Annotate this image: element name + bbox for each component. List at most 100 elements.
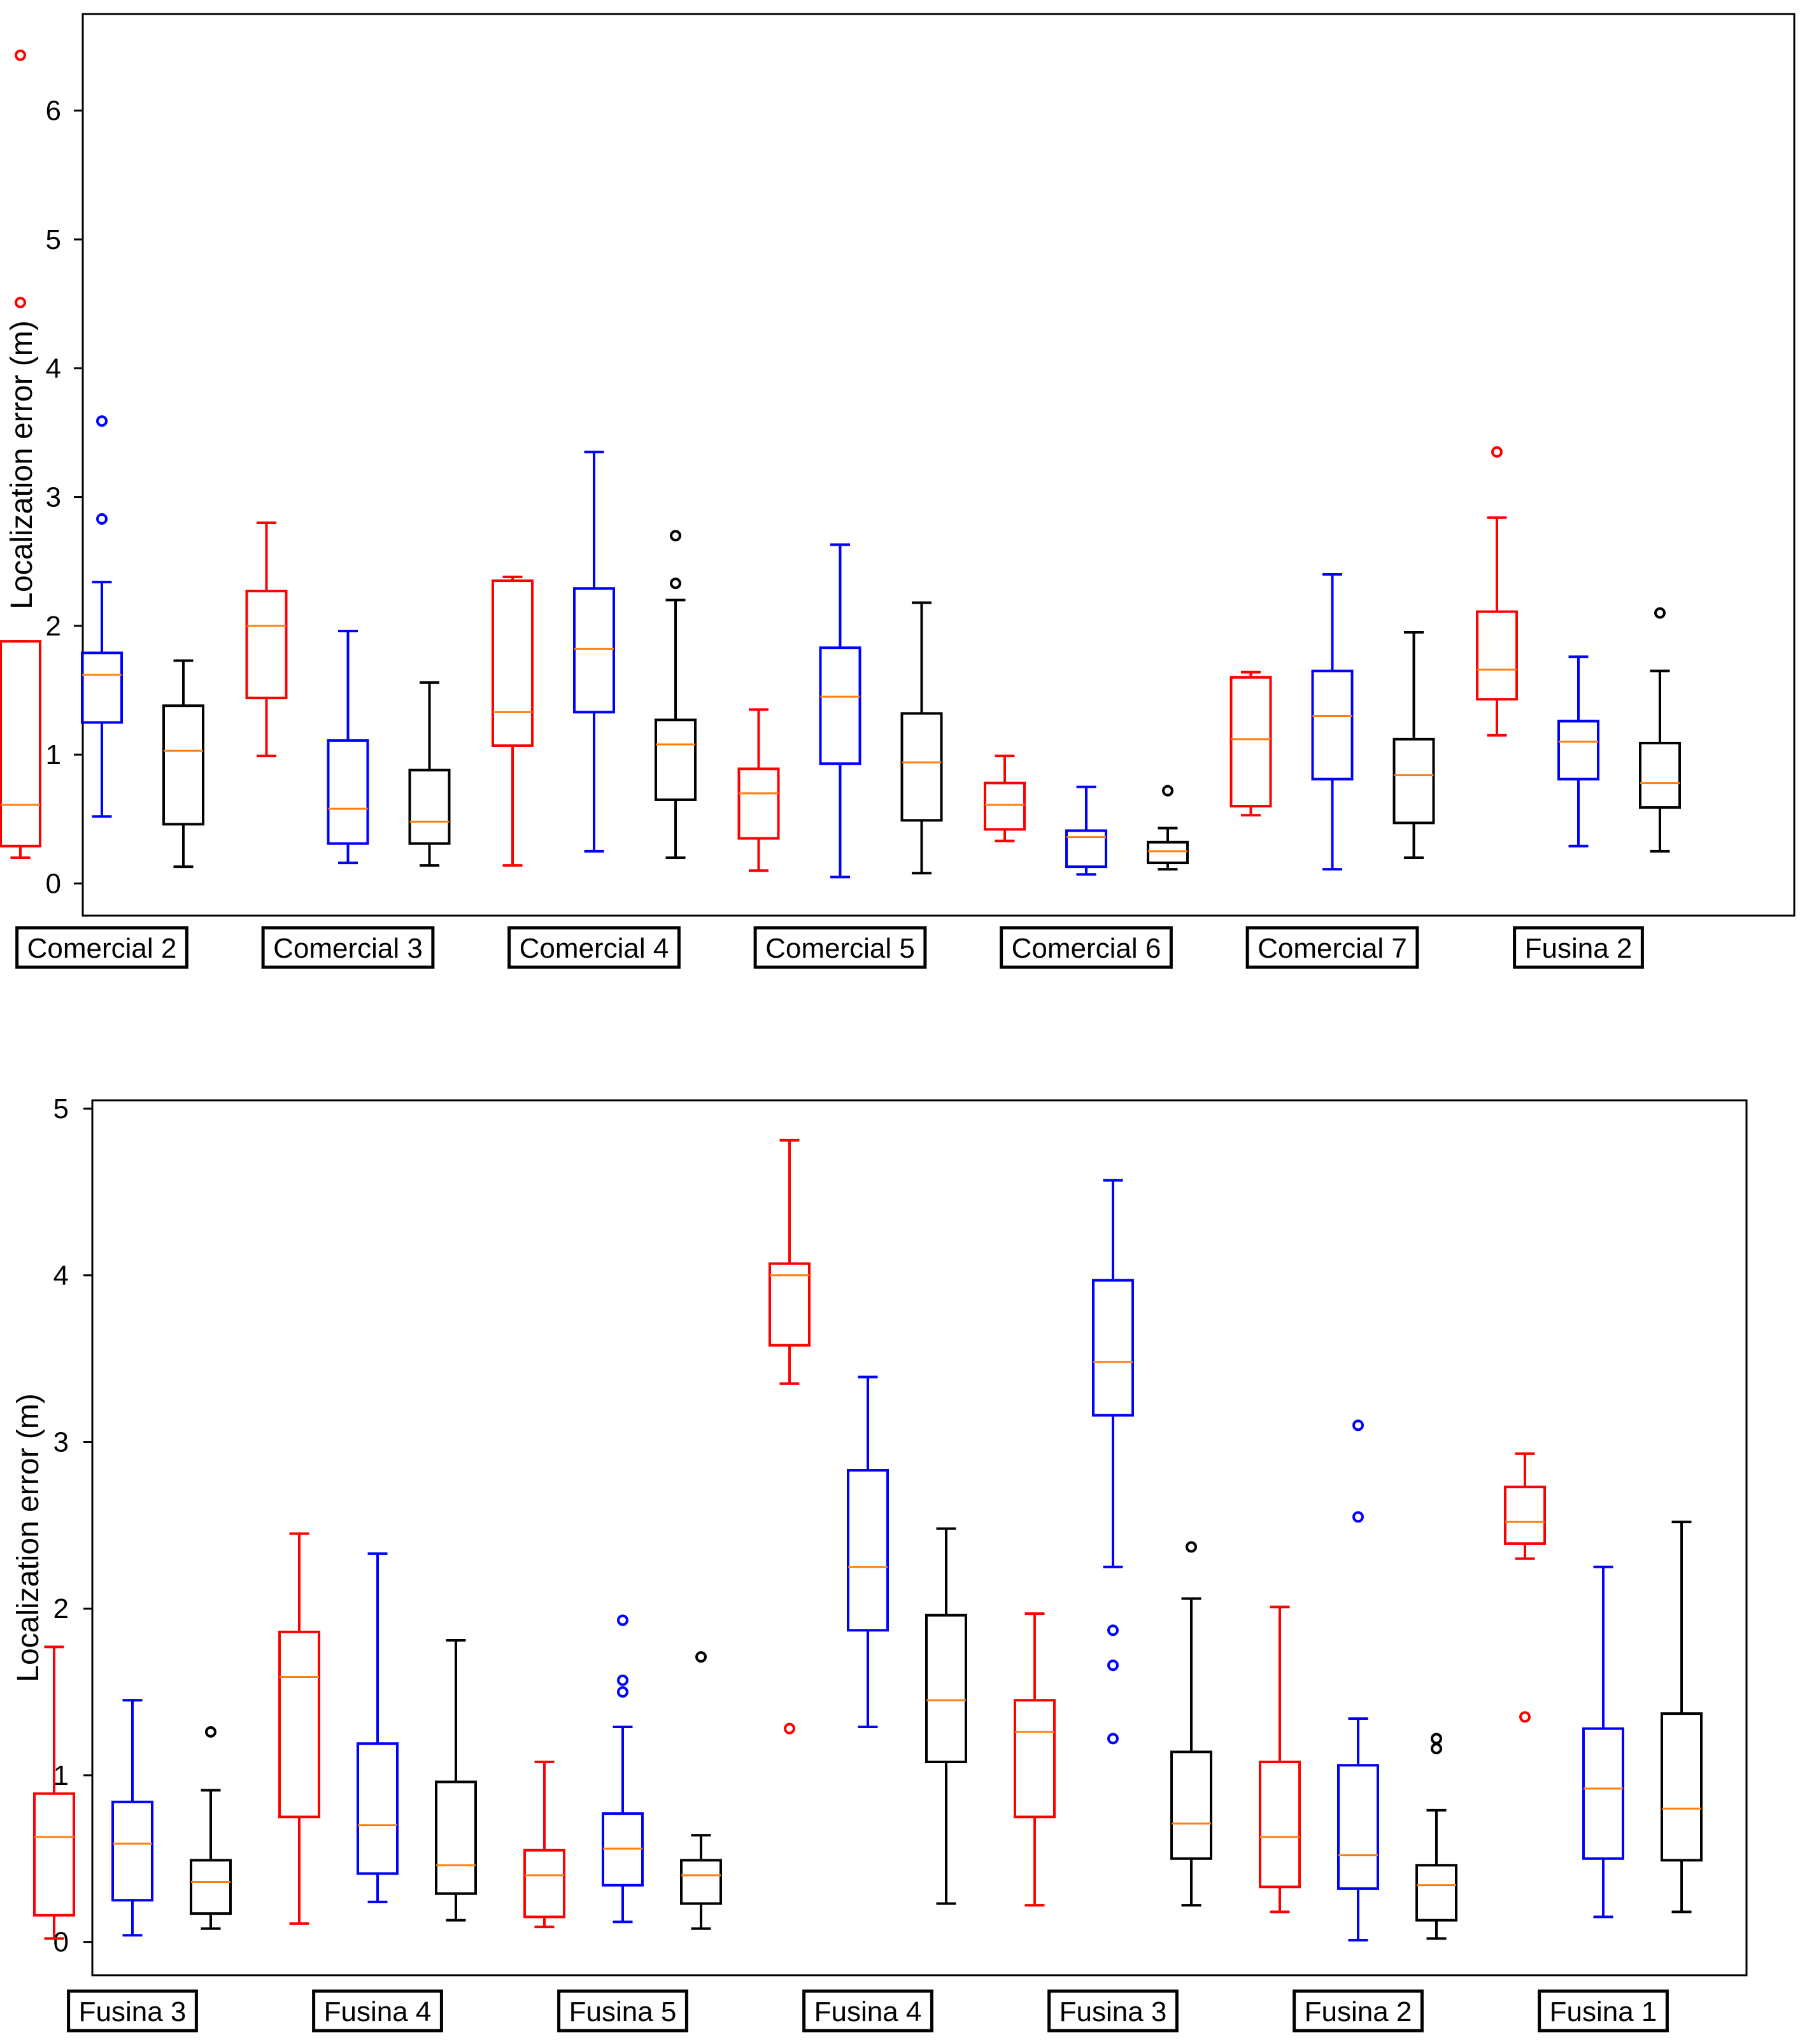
outlier-point bbox=[1352, 1511, 1364, 1523]
iqr-box bbox=[1392, 737, 1435, 825]
y-tick-label: 1 bbox=[46, 739, 61, 770]
iqr-box bbox=[1639, 741, 1681, 809]
outlier-point bbox=[1107, 1659, 1119, 1671]
iqr-box bbox=[523, 1849, 565, 1919]
group-label-text: Fusina 4 bbox=[324, 1996, 432, 2027]
iqr-box bbox=[1415, 1864, 1457, 1922]
outlier-point bbox=[617, 1614, 628, 1626]
y-tick-label: 5 bbox=[53, 1093, 69, 1125]
box-group bbox=[1259, 1419, 1457, 1942]
group-label-frame bbox=[753, 926, 927, 969]
outlier-point bbox=[1519, 1711, 1531, 1723]
group-label: Comercial 5 bbox=[753, 926, 927, 969]
iqr-box bbox=[1504, 1486, 1546, 1545]
group-label: Fusina 4 bbox=[312, 1989, 443, 2033]
iqr-box bbox=[900, 712, 943, 822]
y-tick-label: 0 bbox=[53, 1927, 69, 1958]
y-axis-label: Localization error (m) bbox=[5, 320, 39, 609]
iqr-box bbox=[769, 1262, 811, 1347]
box-group bbox=[769, 1139, 967, 1905]
iqr-box bbox=[81, 651, 123, 724]
y-tick-label: 4 bbox=[53, 1260, 69, 1291]
iqr-box bbox=[1337, 1764, 1379, 1890]
iqr-box bbox=[847, 1469, 889, 1632]
bottom-boxplot-panel: 0 1 2 3 4 5 Localization error (m) Fusina 3 Fusi… bbox=[11, 1093, 1748, 2033]
outlier-point bbox=[670, 530, 681, 542]
outlier-point bbox=[1162, 784, 1173, 797]
group-label: Fusina 3 bbox=[1047, 1989, 1179, 2033]
group-label-text: Fusina 4 bbox=[814, 1996, 922, 2027]
outlier-point bbox=[1431, 1733, 1442, 1745]
iqr-box bbox=[408, 769, 451, 845]
group-label-frame bbox=[1000, 926, 1173, 969]
group-label-frame bbox=[1047, 1989, 1179, 2033]
box-group bbox=[1229, 572, 1435, 871]
outlier-point bbox=[695, 1651, 707, 1663]
group-label: Fusina 2 bbox=[1293, 1989, 1424, 2033]
outlier-point bbox=[1352, 1419, 1364, 1431]
iqr-box bbox=[1476, 610, 1518, 701]
iqr-box bbox=[0, 640, 41, 848]
group-label-text: Comercial 2 bbox=[27, 933, 177, 964]
group-label-text: Comercial 3 bbox=[273, 933, 423, 964]
group-label: Comercial 6 bbox=[1000, 926, 1173, 969]
box-group bbox=[1014, 1179, 1212, 1907]
group-label: Comercial 7 bbox=[1245, 926, 1419, 969]
outlier-point bbox=[205, 1726, 216, 1738]
iqr-box bbox=[1092, 1279, 1134, 1417]
group-label-frame bbox=[261, 926, 435, 969]
group-label: Fusina 5 bbox=[557, 1989, 688, 2033]
iqr-box bbox=[1147, 841, 1189, 865]
group-label-frame bbox=[67, 1989, 198, 2033]
box-group bbox=[1476, 446, 1681, 853]
group-label: Fusina 3 bbox=[67, 1989, 198, 2033]
iqr-box bbox=[162, 704, 204, 826]
group-label-frame bbox=[802, 1989, 933, 2033]
iqr-box bbox=[819, 646, 861, 765]
group-label-text: Fusina 3 bbox=[79, 1996, 187, 2027]
iqr-box bbox=[984, 781, 1026, 831]
group-label-frame bbox=[1293, 1989, 1424, 2033]
box-group bbox=[245, 522, 451, 867]
iqr-box bbox=[1014, 1699, 1056, 1819]
outlier-point bbox=[1654, 607, 1666, 619]
y-tick-label: 4 bbox=[46, 353, 61, 384]
iqr-box bbox=[1311, 669, 1354, 781]
iqr-box bbox=[111, 1800, 153, 1902]
iqr-box bbox=[357, 1742, 399, 1875]
iqr-box bbox=[492, 579, 534, 747]
box-group bbox=[523, 1614, 722, 1930]
group-label-text: Fusina 2 bbox=[1305, 1996, 1412, 2027]
y-tick-label: 1 bbox=[53, 1760, 69, 1791]
group-label-text: Comercial 6 bbox=[1012, 933, 1161, 964]
iqr-box bbox=[1582, 1727, 1624, 1860]
group-label-frame bbox=[557, 1989, 688, 2033]
iqr-box bbox=[1259, 1761, 1301, 1889]
iqr-box bbox=[33, 1792, 75, 1917]
y-axis-label: Localization error (m) bbox=[11, 1393, 45, 1682]
iqr-box bbox=[1065, 829, 1107, 869]
iqr-box bbox=[655, 718, 697, 801]
group-label: Comercial 4 bbox=[507, 926, 681, 969]
iqr-box bbox=[1557, 720, 1599, 781]
outlier-point bbox=[670, 578, 681, 590]
group-label-text: Fusina 5 bbox=[569, 1996, 677, 2027]
box-group bbox=[278, 1532, 477, 1925]
outlier-point bbox=[1107, 1624, 1119, 1636]
group-label-frame bbox=[1538, 1989, 1669, 2033]
iqr-box bbox=[1170, 1750, 1212, 1860]
outlier-point bbox=[617, 1674, 628, 1686]
iqr-box bbox=[1229, 676, 1272, 808]
iqr-box bbox=[278, 1630, 320, 1819]
group-label-text: Comercial 5 bbox=[765, 933, 915, 964]
iqr-box bbox=[1661, 1712, 1703, 1862]
group-label-text: Fusina 1 bbox=[1550, 1996, 1657, 2027]
group-label: Fusina 1 bbox=[1538, 1989, 1669, 2033]
y-tick-label: 3 bbox=[46, 482, 61, 513]
outlier-point bbox=[617, 1686, 628, 1698]
plot-frame bbox=[91, 1099, 1748, 1977]
y-tick-label: 0 bbox=[46, 868, 61, 899]
group-label: Fusina 4 bbox=[802, 1989, 933, 2033]
outlier-point bbox=[1491, 446, 1503, 458]
